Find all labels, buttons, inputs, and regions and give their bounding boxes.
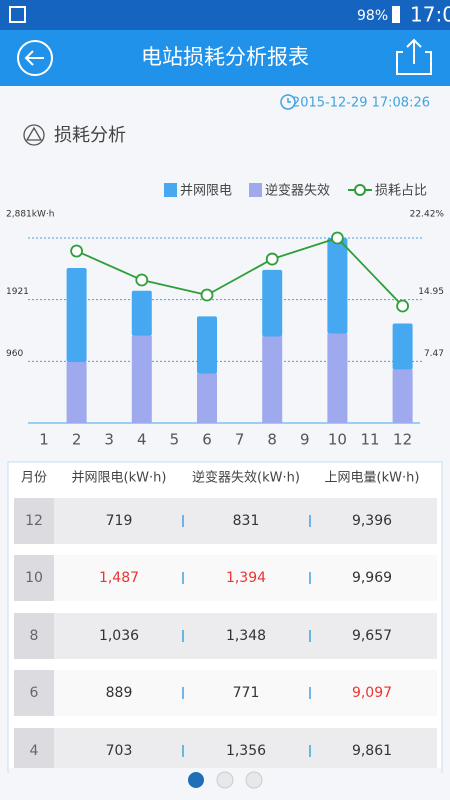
table-row bbox=[14, 670, 437, 716]
table-cell: 1,036 bbox=[99, 628, 139, 644]
table-cell: 703 bbox=[106, 743, 133, 759]
table-cell: 889 bbox=[106, 685, 133, 701]
table-cell: 831 bbox=[233, 513, 260, 529]
table-cell: 9,969 bbox=[352, 570, 392, 586]
line-point bbox=[200, 288, 214, 302]
line-segment bbox=[76, 250, 143, 281]
bar-segment bbox=[66, 361, 87, 423]
bar-segment bbox=[262, 336, 283, 423]
bar-segment bbox=[327, 238, 348, 334]
line-point bbox=[70, 244, 83, 258]
gallery-icon bbox=[9, 6, 26, 23]
line-segment bbox=[141, 279, 208, 296]
line-point bbox=[135, 273, 149, 287]
x-tick-label: 8 bbox=[267, 431, 277, 449]
bar-segment bbox=[131, 335, 152, 423]
share-button[interactable] bbox=[396, 38, 432, 75]
bar-segment bbox=[262, 269, 283, 337]
table-header: 月份 bbox=[21, 471, 47, 486]
table-cell: 9,657 bbox=[352, 628, 392, 644]
table-cell: 8 bbox=[30, 628, 39, 644]
table-cell: 1,487 bbox=[99, 570, 139, 586]
line-point bbox=[396, 299, 410, 313]
table-cell: 9,097 bbox=[352, 685, 392, 701]
legend-label: 损耗占比 bbox=[375, 184, 427, 199]
timestamp: 2015-12-29 17:08:26 bbox=[292, 96, 430, 111]
y-tick-label: 2,881kW·h bbox=[6, 210, 54, 220]
y-tick-label: 960 bbox=[6, 349, 23, 359]
bar-segment bbox=[131, 290, 152, 336]
bar-segment bbox=[392, 323, 413, 370]
month-cell bbox=[14, 555, 54, 601]
table-cell: 1,348 bbox=[226, 628, 266, 644]
table-cell: 9,861 bbox=[352, 743, 392, 759]
table-cell: 6 bbox=[30, 685, 39, 701]
x-tick-label: 11 bbox=[360, 431, 379, 449]
table-header: 逆变器失效(kW·h) bbox=[192, 470, 300, 486]
table-cell: 9,396 bbox=[352, 513, 392, 529]
legend-swatch bbox=[164, 183, 177, 197]
bar-segment bbox=[66, 267, 87, 362]
x-tick-label: 6 bbox=[202, 431, 212, 449]
line-segment bbox=[271, 237, 338, 260]
table-cell: 1,356 bbox=[226, 743, 266, 759]
line-segment bbox=[336, 237, 404, 307]
legend-label: 逆变器失效 bbox=[265, 183, 330, 199]
table-cell: 771 bbox=[233, 685, 260, 701]
legend-marker bbox=[354, 184, 366, 196]
table-cell: 4 bbox=[30, 743, 39, 759]
table-cell: 10 bbox=[25, 570, 43, 586]
back-button[interactable] bbox=[17, 40, 53, 76]
x-tick-label: 7 bbox=[235, 431, 245, 449]
table-cell: 719 bbox=[106, 513, 133, 529]
bar-segment bbox=[327, 333, 348, 423]
y-tick-label: 1921 bbox=[6, 287, 29, 297]
legend-label: 并网限电 bbox=[180, 184, 232, 199]
page-dot[interactable] bbox=[216, 771, 234, 789]
section-title: 损耗分析 bbox=[54, 125, 126, 146]
x-tick-label: 4 bbox=[137, 431, 147, 449]
x-tick-label: 1 bbox=[39, 431, 49, 449]
line-point bbox=[265, 252, 279, 266]
table-cell: 12 bbox=[25, 513, 43, 529]
month-cell bbox=[14, 670, 54, 716]
table-row bbox=[14, 728, 437, 768]
line-point bbox=[330, 231, 344, 245]
clock-text: 17:08 bbox=[410, 3, 450, 27]
page-dot[interactable] bbox=[188, 772, 204, 788]
month-cell bbox=[14, 498, 54, 544]
table-header: 上网电量(kW·h) bbox=[325, 471, 420, 486]
warning-icon bbox=[23, 124, 45, 146]
battery-text: 98% bbox=[357, 8, 388, 24]
page-dot[interactable] bbox=[245, 771, 263, 789]
y2-tick-label: 14.95 bbox=[418, 287, 444, 297]
x-tick-label: 5 bbox=[170, 431, 180, 449]
month-cell bbox=[14, 613, 54, 659]
bar-segment bbox=[392, 369, 413, 423]
bar-segment bbox=[197, 373, 217, 423]
y2-tick-label: 22.42% bbox=[410, 210, 445, 220]
x-tick-label: 12 bbox=[393, 431, 412, 449]
header bbox=[0, 30, 450, 86]
status-bar bbox=[0, 0, 450, 30]
table-cell: 1,394 bbox=[226, 570, 266, 586]
x-tick-label: 3 bbox=[104, 431, 114, 449]
table-row bbox=[14, 498, 437, 544]
x-tick-label: 10 bbox=[328, 431, 347, 449]
x-tick-label: 2 bbox=[72, 431, 82, 449]
clock-icon bbox=[280, 94, 296, 110]
bar-segment bbox=[197, 316, 217, 374]
table-header: 并网限电(kW·h) bbox=[72, 471, 167, 486]
month-cell bbox=[14, 728, 54, 768]
legend-swatch bbox=[249, 183, 262, 197]
y2-tick-label: 7.47 bbox=[424, 349, 444, 359]
battery-icon bbox=[392, 6, 400, 23]
table-row bbox=[14, 555, 437, 601]
line-segment bbox=[206, 258, 273, 296]
table-row bbox=[14, 613, 437, 659]
x-tick-label: 9 bbox=[300, 431, 310, 449]
header-title: 电站损耗分析报表 bbox=[141, 45, 309, 69]
